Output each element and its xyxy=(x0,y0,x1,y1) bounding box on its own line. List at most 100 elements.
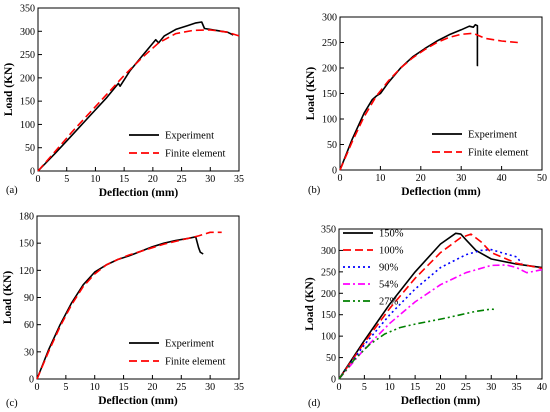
legend-label: Experiment xyxy=(165,339,214,350)
x-tick-label: 20 xyxy=(436,382,446,393)
y-axis-label: Load (KN) xyxy=(3,63,15,117)
y-tick-label: 0 xyxy=(331,375,336,386)
x-tick-label: 10 xyxy=(375,173,385,184)
panel-d: 0 5 10 15 20 25 30 35 40 0 50 100 150 200 250 300 350 Def… xyxy=(304,225,547,410)
x-tick-label: 15 xyxy=(119,382,129,393)
y-tick-label: 250 xyxy=(20,50,35,61)
x-tick-label: 15 xyxy=(410,382,420,393)
x-tick-label: 20 xyxy=(148,174,158,185)
x-tick-label: 10 xyxy=(90,382,100,393)
series-line-experiment xyxy=(36,236,204,380)
y-tick-label: 30 xyxy=(24,347,34,358)
legend: Experiment Finite element xyxy=(129,131,225,160)
y-tick-label: 0 xyxy=(29,375,34,386)
y-axis-label: Load (KN) xyxy=(304,277,316,331)
y-axis-label: Load (KN) xyxy=(2,271,14,325)
y-tick-label: 150 xyxy=(322,89,337,100)
panel-label: (c) xyxy=(6,398,18,409)
y-tick-label: 150 xyxy=(20,97,35,108)
x-tick-label: 50 xyxy=(537,173,547,184)
legend-label: 90% xyxy=(379,263,399,274)
plot-frame xyxy=(338,228,543,380)
x-tick-label: 30 xyxy=(486,382,496,393)
x-tick-label: 35 xyxy=(234,382,244,393)
x-tick-label: 20 xyxy=(147,382,157,393)
y-tick-label: 300 xyxy=(322,13,337,24)
y-tick-label: 200 xyxy=(322,64,337,75)
y-tick-label: 50 xyxy=(25,143,35,154)
legend: Experiment Finite element xyxy=(129,339,225,368)
x-tick-label: 0 xyxy=(35,382,40,393)
legend-label: Finite element xyxy=(165,357,225,368)
y-tick-label: 250 xyxy=(321,267,336,278)
legend-label: Finite element xyxy=(468,148,528,159)
x-tick-label: 25 xyxy=(177,174,187,185)
y-tick-label: 350 xyxy=(321,225,336,236)
x-tick-label: 0 xyxy=(338,173,343,184)
y-tick-label: 300 xyxy=(321,246,336,257)
x-axis-label: Deflection (mm) xyxy=(401,395,481,407)
legend-label: 150% xyxy=(379,229,404,240)
legend-label: Experiment xyxy=(468,130,517,141)
panel-label: (d) xyxy=(308,398,321,409)
legend-label: 27% xyxy=(379,297,399,308)
x-axis-label: Deflection (mm) xyxy=(98,395,178,407)
x-axis-label: Deflection (mm) xyxy=(99,187,179,199)
x-tick-label: 10 xyxy=(385,382,395,393)
y-tick-label: 150 xyxy=(321,310,336,321)
panel-b: 0 10 20 30 40 50 0 50 100 150 200 250 300 Deflection … xyxy=(305,13,547,199)
x-tick-label: 5 xyxy=(362,382,367,393)
y-tick-label: 100 xyxy=(20,120,35,131)
x-tick-label: 30 xyxy=(456,173,466,184)
plot-frame xyxy=(37,7,240,172)
y-axis-label: Load (KN) xyxy=(305,67,317,121)
panel-c: 0 5 10 15 20 25 30 35 0 30 60 90 120 150 180 Deflection… xyxy=(2,212,244,410)
series-line-150 xyxy=(338,232,543,380)
y-tick-label: 180 xyxy=(19,212,34,223)
y-tick-label: 0 xyxy=(30,167,35,178)
y-tick-label: 200 xyxy=(20,73,35,84)
panel-a: 0 5 10 15 20 25 30 35050100150200250300350Defle… xyxy=(3,4,244,200)
x-axis-label: Deflection (mm) xyxy=(401,186,481,198)
legend-label: 54% xyxy=(379,280,399,291)
series-line-experiment xyxy=(37,21,234,172)
y-tick-label: 60 xyxy=(24,320,34,331)
series-line-finite-element xyxy=(36,231,222,380)
y-tick-label: 0 xyxy=(332,166,337,177)
x-tick-label: 5 xyxy=(63,382,68,393)
legend-label: Experiment xyxy=(165,131,214,142)
y-tick-label: 200 xyxy=(321,289,336,300)
x-tick-label: 25 xyxy=(461,382,471,393)
y-tick-label: 120 xyxy=(19,266,34,277)
x-tick-label: 40 xyxy=(537,382,547,393)
series-line-finite-element xyxy=(37,29,240,172)
x-tick-label: 0 xyxy=(36,174,41,185)
legend: Experiment Finite element xyxy=(432,130,528,159)
x-tick-label: 30 xyxy=(205,174,215,185)
y-tick-label: 300 xyxy=(20,27,35,38)
x-tick-label: 0 xyxy=(337,382,342,393)
plot-frame xyxy=(36,215,240,380)
x-tick-label: 15 xyxy=(119,174,129,185)
y-tick-label: 250 xyxy=(322,38,337,49)
y-tick-label: 90 xyxy=(24,293,34,304)
y-tick-label: 100 xyxy=(322,115,337,126)
panel-label: (a) xyxy=(6,185,18,196)
panel-label: (b) xyxy=(308,185,321,196)
y-tick-label: 150 xyxy=(19,239,34,250)
x-tick-label: 40 xyxy=(497,173,507,184)
series-line-finite-element xyxy=(339,32,518,171)
x-tick-label: 25 xyxy=(176,382,186,393)
series-line-90 xyxy=(338,248,523,380)
series-line-100 xyxy=(338,233,543,380)
series-line-54 xyxy=(338,264,543,380)
x-tick-label: 10 xyxy=(90,174,100,185)
y-tick-label: 100 xyxy=(321,332,336,343)
x-tick-label: 30 xyxy=(205,382,215,393)
y-tick-label: 50 xyxy=(326,353,336,364)
x-tick-label: 20 xyxy=(416,173,426,184)
legend-label: Finite element xyxy=(165,149,225,160)
x-tick-label: 5 xyxy=(64,174,69,185)
y-tick-label: 50 xyxy=(327,140,337,151)
